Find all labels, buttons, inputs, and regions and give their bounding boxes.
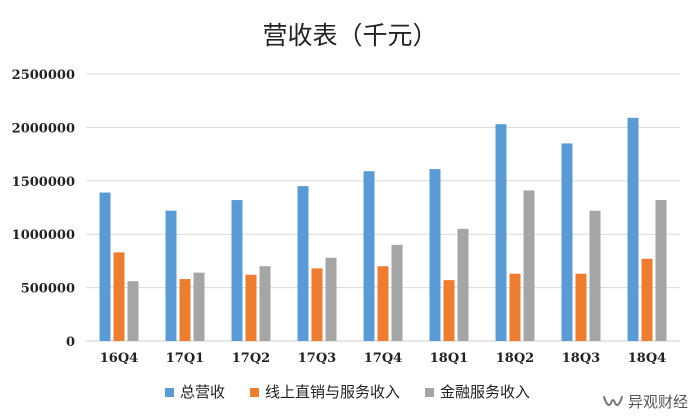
x-tick-label: 17Q2 xyxy=(232,351,270,366)
bar-18Q4-金融服务收入 xyxy=(655,200,667,341)
bar-18Q2-线上直销与服务收入 xyxy=(509,273,521,341)
bar-17Q3-总营收 xyxy=(297,186,309,341)
legend-swatch xyxy=(250,388,259,397)
chart-title: 营收表（千元） xyxy=(262,21,437,50)
x-tick-label: 18Q3 xyxy=(562,351,600,366)
bar-17Q2-总营收 xyxy=(231,200,243,341)
x-tick-label: 18Q4 xyxy=(628,351,666,366)
x-axis-ticks: 16Q4 17Q1 17Q2 17Q3 17Q4 18Q1 18Q2 18Q3 18Q4 xyxy=(100,351,666,366)
bar-18Q1-线上直销与服务收入 xyxy=(443,280,455,341)
y-tick-label: 1000000 xyxy=(12,228,75,243)
watermark-text: 异观财经 xyxy=(627,393,688,411)
legend-label: 总营收 xyxy=(180,383,225,401)
bar-18Q2-金融服务收入 xyxy=(523,190,535,341)
watermark: 异观财经 xyxy=(602,391,688,412)
bar-18Q1-总营收 xyxy=(429,169,441,341)
legend-label: 线上直销与服务收入 xyxy=(265,383,400,401)
x-tick-label: 17Q3 xyxy=(298,351,336,366)
bars xyxy=(99,117,667,342)
x-tick-label: 18Q2 xyxy=(496,351,534,366)
y-tick-label: 2500000 xyxy=(12,68,75,83)
bar-17Q1-线上直销与服务收入 xyxy=(179,279,191,341)
x-tick-label: 17Q4 xyxy=(364,351,402,366)
legend-swatch xyxy=(425,388,434,397)
bar-16Q4-线上直销与服务收入 xyxy=(113,252,125,341)
bar-17Q4-金融服务收入 xyxy=(391,244,403,341)
y-tick-label: 1500000 xyxy=(12,175,75,190)
bar-18Q4-总营收 xyxy=(627,117,639,342)
bar-18Q2-总营收 xyxy=(495,124,507,341)
legend-label: 金融服务收入 xyxy=(440,383,530,401)
bar-18Q1-金融服务收入 xyxy=(457,228,469,341)
y-tick-label: 0 xyxy=(66,335,75,350)
bar-17Q4-总营收 xyxy=(363,171,375,341)
bar-18Q3-总营收 xyxy=(561,143,573,341)
x-tick-label: 16Q4 xyxy=(100,351,138,366)
bar-17Q1-总营收 xyxy=(165,210,177,341)
bar-17Q2-金融服务收入 xyxy=(259,266,271,341)
legend: 总营收 线上直销与服务收入 金融服务收入 xyxy=(165,383,530,401)
wechat-channel-icon xyxy=(602,395,623,406)
bar-16Q4-总营收 xyxy=(99,192,111,341)
y-axis-ticks: 0 500000 1000000 1500000 2000000 2500000 xyxy=(12,68,75,350)
bar-17Q1-金融服务收入 xyxy=(193,272,205,341)
bar-18Q3-线上直销与服务收入 xyxy=(575,273,587,341)
bar-18Q3-金融服务收入 xyxy=(589,210,601,341)
bar-18Q4-线上直销与服务收入 xyxy=(641,258,653,341)
legend-swatch xyxy=(165,388,174,397)
x-tick-label: 17Q1 xyxy=(166,351,204,366)
y-tick-label: 500000 xyxy=(21,282,75,297)
bar-17Q2-线上直销与服务收入 xyxy=(245,274,257,341)
x-tick-label: 18Q1 xyxy=(430,351,468,366)
bar-17Q3-线上直销与服务收入 xyxy=(311,268,323,341)
y-tick-label: 2000000 xyxy=(12,121,75,136)
bar-17Q3-金融服务收入 xyxy=(325,257,337,341)
bar-17Q4-线上直销与服务收入 xyxy=(377,266,389,341)
bar-16Q4-金融服务收入 xyxy=(127,281,139,341)
